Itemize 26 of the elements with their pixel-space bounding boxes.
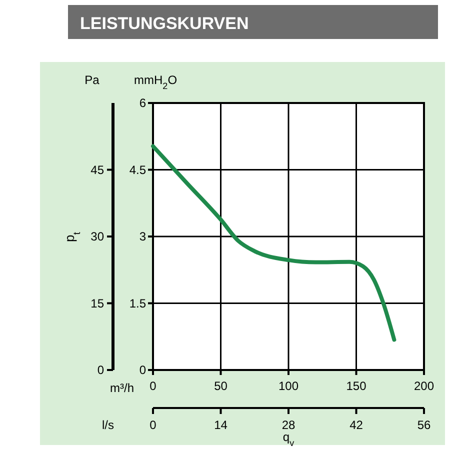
y-tick-label: 4.5 bbox=[129, 162, 146, 177]
y-tick-label: 3 bbox=[139, 230, 146, 244]
x2-tick-label: 14 bbox=[214, 418, 228, 432]
x2-axis-title: l/s bbox=[102, 418, 114, 432]
x-tick-label: 200 bbox=[414, 379, 434, 393]
x-tick-label: 100 bbox=[278, 379, 299, 393]
x2-tick-label: 0 bbox=[150, 418, 157, 432]
x-tick-label: 50 bbox=[214, 379, 228, 393]
y2-tick-label: 15 bbox=[90, 296, 104, 310]
x2-tick-label: 56 bbox=[417, 418, 431, 432]
x2-tick-label: 28 bbox=[282, 418, 296, 432]
y2-tick-label: 30 bbox=[90, 230, 104, 244]
x-tick-label: 150 bbox=[346, 379, 367, 393]
x2-tick-label: 42 bbox=[350, 418, 364, 432]
y2-tick-label: 0 bbox=[97, 363, 104, 377]
y-axis-title: mmH$_{2}$O bbox=[134, 73, 178, 91]
y-tick-label: 6 bbox=[139, 96, 146, 110]
y2-tick-label: 45 bbox=[90, 162, 104, 177]
y2-axis-title: Pa bbox=[84, 73, 100, 87]
chart-title: LEISTUNGSKURVEN bbox=[80, 14, 249, 33]
y-tick-label: 1.5 bbox=[129, 296, 146, 310]
y-tick-label: 0 bbox=[139, 363, 146, 377]
line-series bbox=[151, 144, 396, 342]
text: q$_{v}$ bbox=[282, 430, 295, 448]
x-axis-title: m³/h bbox=[110, 381, 134, 395]
x-tick-label: 0 bbox=[150, 379, 157, 393]
